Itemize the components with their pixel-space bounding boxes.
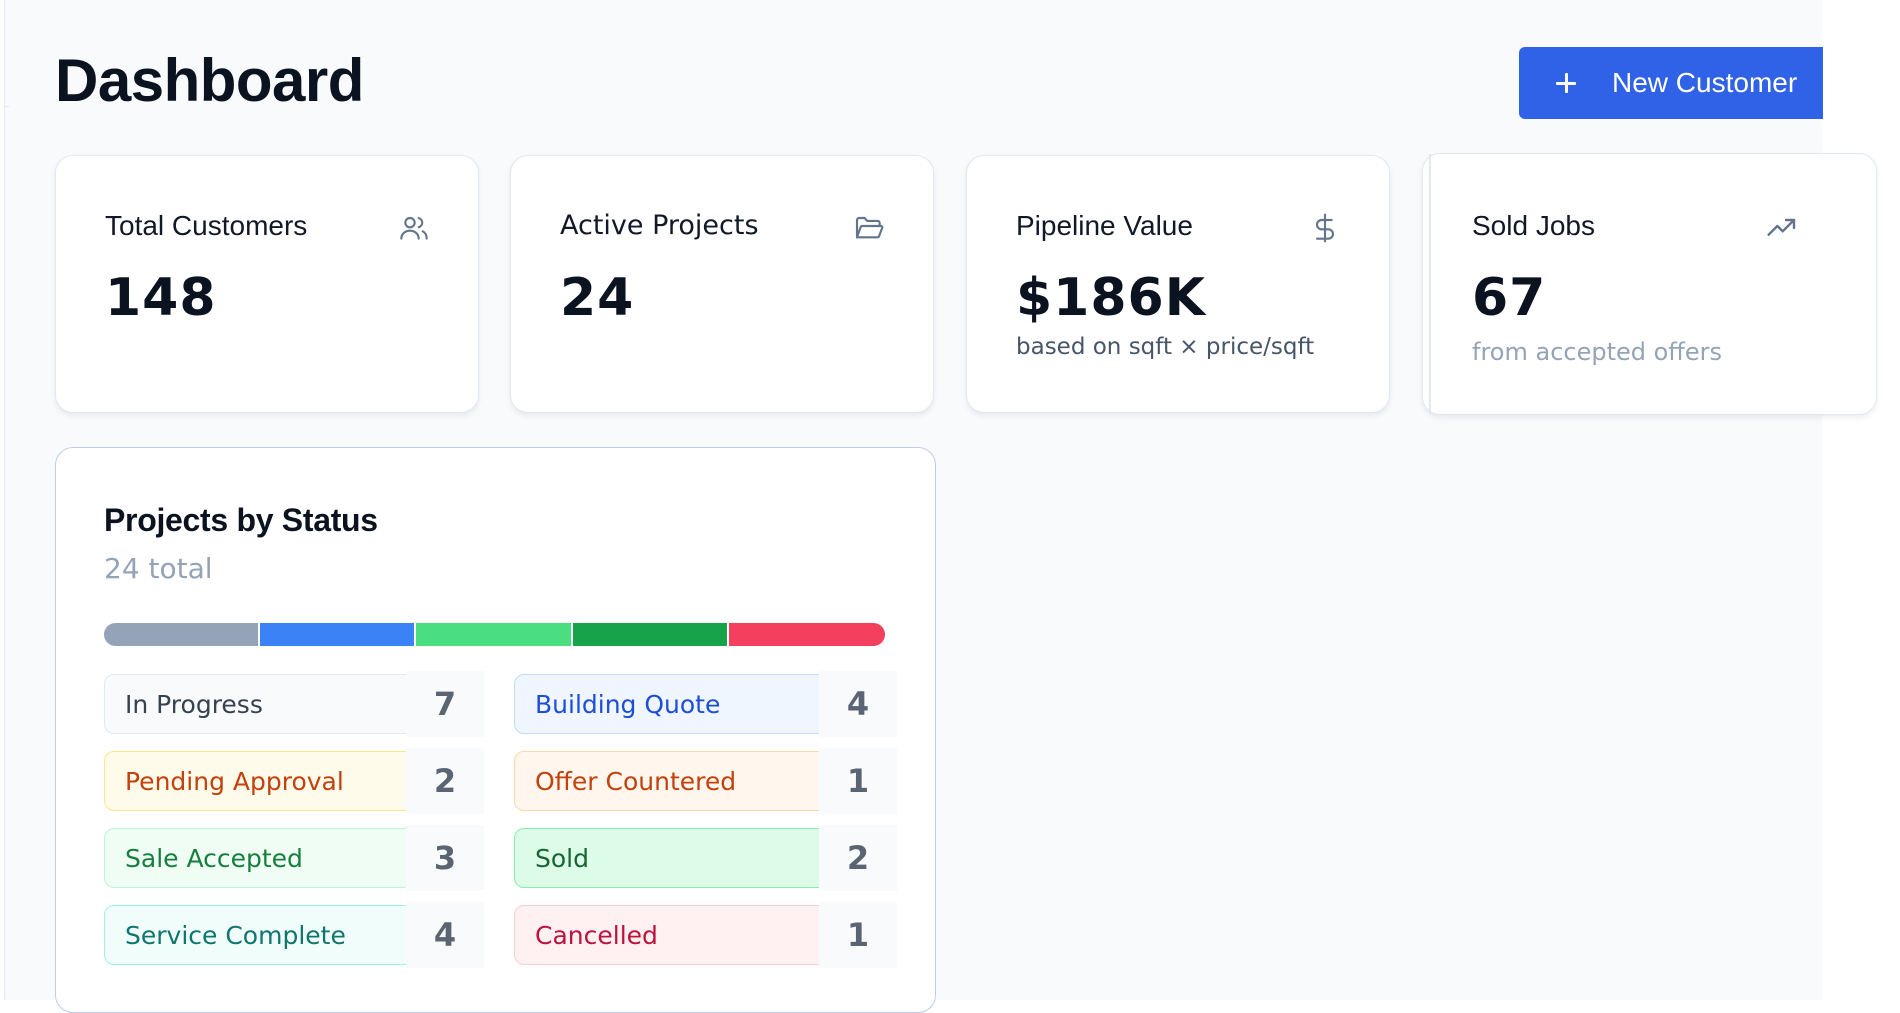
stat-card-active-projects: Active Projects 24 [510,155,934,413]
projects-by-status-card: Projects by Status 24 total In Progress 7… [55,447,936,1013]
card-edge [1429,154,1431,414]
status-label: Service Complete [125,920,346,950]
stat-card-total-customers: Total Customers 148 [55,155,479,413]
page-title: Dashboard [55,47,364,114]
status-stacked-bar [104,623,885,646]
divider [5,106,9,107]
new-customer-button[interactable]: New Customer [1519,47,1823,119]
plus-icon [1556,73,1576,93]
status-bar-segment [728,623,885,646]
status-count: 2 [819,825,897,891]
status-count: 1 [819,748,897,814]
stat-value: 67 [1472,268,1547,328]
stat-subtext: from accepted offers [1472,338,1722,366]
status-bar-segment [104,623,261,646]
status-count: 1 [819,902,897,968]
status-bar-segment [260,623,417,646]
status-label: In Progress [125,689,263,719]
status-count: 3 [406,825,484,891]
stat-card-sold-jobs: Sold Jobs 67 from accepted offers [1422,153,1877,415]
stat-label: Sold Jobs [1472,210,1595,241]
status-count: 4 [406,902,484,968]
status-count: 2 [406,748,484,814]
stat-label: Total Customers [105,210,308,241]
status-label: Sale Accepted [125,843,303,873]
users-icon [398,212,430,244]
status-label: Cancelled [535,920,658,950]
stat-label: Active Projects [560,210,759,241]
stat-label: Pipeline Value [1016,210,1193,241]
status-bar-segment [416,623,573,646]
dollar-icon [1309,212,1341,244]
stat-value: $186K [1016,268,1207,328]
status-bar-segment [572,623,729,646]
status-label: Offer Countered [535,766,737,796]
total-count: 24 total [104,552,213,585]
folder-open-icon [853,212,885,244]
stat-subtext: based on sqft × price/sqft [1016,334,1315,360]
status-label: Pending Approval [125,766,344,796]
new-customer-label: New Customer [1612,67,1798,98]
main-content: Dashboard New Customer Total Customers 1… [4,0,1877,1013]
status-label: Sold [535,843,589,873]
status-count: 4 [819,671,897,737]
stat-card-pipeline-value: Pipeline Value $186K based on sqft × pri… [966,155,1390,413]
status-label: Building Quote [535,689,721,719]
stat-value: 24 [560,268,635,328]
section-title: Projects by Status [104,502,378,538]
trending-up-icon [1766,212,1798,244]
status-count: 7 [406,671,484,737]
stat-value: 148 [105,268,217,328]
